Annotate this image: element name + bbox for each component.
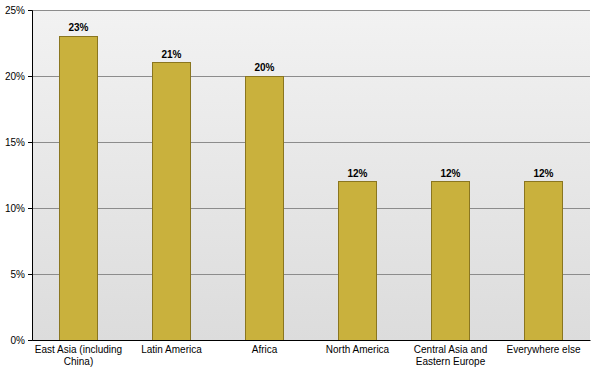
y-tick-mark xyxy=(28,208,32,209)
y-tick-label: 25% xyxy=(5,5,25,16)
y-tick-mark xyxy=(28,142,32,143)
plot-background xyxy=(32,10,590,340)
y-tick-mark xyxy=(28,76,32,77)
y-tick-label: 5% xyxy=(11,269,26,280)
grid xyxy=(32,10,590,340)
y-tick: 20% xyxy=(5,71,32,82)
x-axis-line xyxy=(33,340,591,341)
plot: 23% 21% 20% 12% 12% 12% 0% 5% 10% 15% 20% 25% East A… xyxy=(5,5,591,367)
y-tick-label: 0% xyxy=(11,335,26,346)
grid-line xyxy=(32,142,590,143)
bar xyxy=(153,63,190,340)
y-tick-mark xyxy=(28,340,32,341)
bars xyxy=(60,36,562,340)
grid-line xyxy=(32,340,590,341)
data-label: 20% xyxy=(254,62,274,73)
data-label: 23% xyxy=(68,22,88,33)
chart: 23% 21% 20% 12% 12% 12% 0% 5% 10% 15% 20% 25% East A… xyxy=(0,0,600,373)
x-tick-label: East Asia (includingChina) xyxy=(35,344,122,367)
data-labels: 23% 21% 20% 12% 12% 12% xyxy=(68,22,553,178)
y-tick: 5% xyxy=(11,269,32,280)
bar xyxy=(525,182,562,340)
data-label: 12% xyxy=(440,168,460,179)
bar xyxy=(60,36,97,340)
y-tick: 25% xyxy=(5,5,32,16)
y-tick: 0% xyxy=(11,335,32,346)
x-tick-label: Africa xyxy=(252,344,278,355)
y-axis-line xyxy=(28,11,33,341)
grid-line xyxy=(32,208,590,209)
y-tick-label: 20% xyxy=(5,71,25,82)
y-tick-mark xyxy=(28,10,32,11)
y-tick-label: 10% xyxy=(5,203,25,214)
grid-line xyxy=(32,76,590,77)
x-tick: Latin America xyxy=(141,344,202,355)
x-tick-label: Latin America xyxy=(141,344,202,355)
data-label: 12% xyxy=(533,168,553,179)
x-tick: Africa xyxy=(252,344,278,355)
grid-line xyxy=(32,10,590,11)
x-tick: Everywhere else xyxy=(507,344,581,355)
x-tick-label: Everywhere else xyxy=(507,344,581,355)
grid-line xyxy=(32,274,590,275)
x-tick: Central Asia andEastern Europe xyxy=(414,344,487,367)
y-tick: 15% xyxy=(5,137,32,148)
bar xyxy=(339,182,376,340)
x-tick-label: North America xyxy=(326,344,390,355)
x-tick: East Asia (includingChina) xyxy=(35,344,122,367)
data-label: 12% xyxy=(347,168,367,179)
bar xyxy=(432,182,469,340)
bar xyxy=(246,76,283,340)
data-label: 21% xyxy=(161,49,181,60)
y-axis: 0% 5% 10% 15% 20% 25% xyxy=(5,5,33,346)
x-tick-label: Central Asia andEastern Europe xyxy=(414,344,487,367)
y-tick-label: 15% xyxy=(5,137,25,148)
y-tick-mark xyxy=(28,274,32,275)
y-tick: 10% xyxy=(5,203,32,214)
x-tick: North America xyxy=(326,344,390,355)
x-axis: East Asia (includingChina) Latin America A… xyxy=(33,341,591,368)
